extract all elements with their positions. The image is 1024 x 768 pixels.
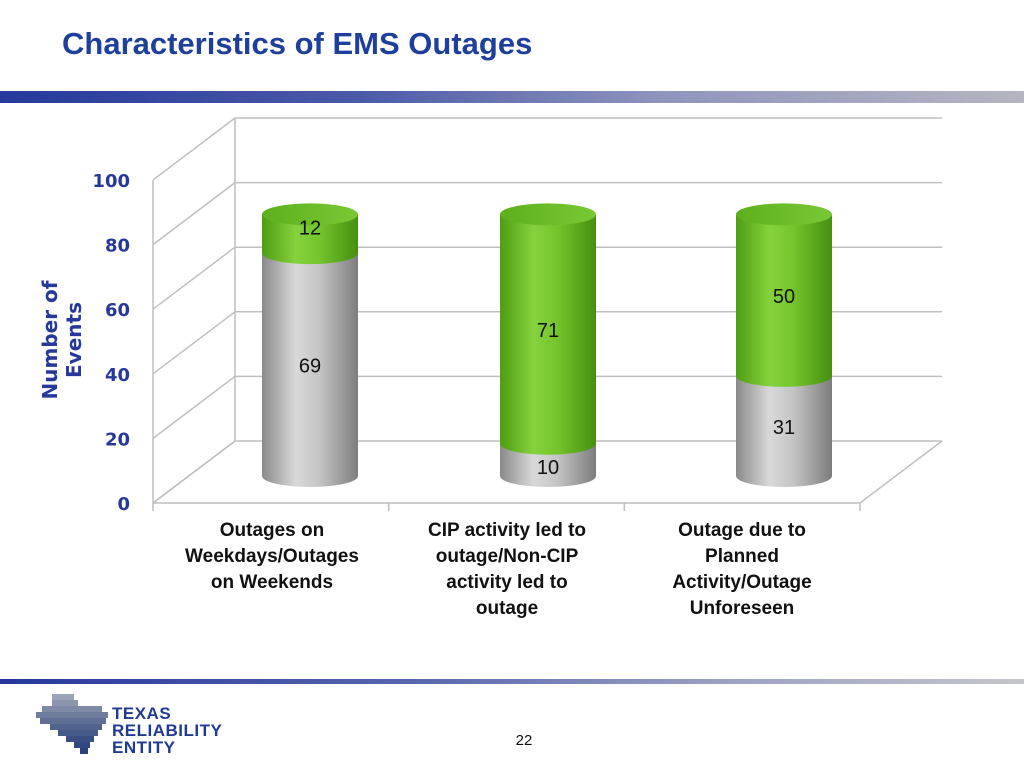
bar-top-cap-2 (500, 203, 596, 226)
data-label-2-1: 10 (537, 457, 559, 479)
bar-top-cap-1 (262, 203, 358, 226)
bar-segment-3-1 (736, 375, 832, 487)
gridline-diagonal-2 (152, 311, 236, 375)
gridline-diagonal-5 (152, 117, 236, 181)
gridline-diagonal-1 (152, 375, 236, 439)
y-tick-label-4: 80 (105, 236, 130, 257)
data-label-3-2: 50 (773, 286, 795, 308)
bar-segment-2-2 (500, 214, 596, 455)
bar-top-cap-3 (736, 203, 832, 226)
y-tick-label-3: 60 (105, 300, 130, 321)
gridline-diagonal-4 (152, 182, 236, 246)
x-category-label-1: Outages on Weekdays/Outages on Weekends (185, 520, 359, 593)
bar-segment-3-2 (736, 214, 832, 387)
title-divider (0, 91, 1024, 103)
bar-segment-2-1 (500, 443, 596, 487)
y-axis-title: Number of Events (38, 280, 86, 400)
cylinder-1 (262, 203, 358, 487)
data-label-2-2: 71 (537, 320, 559, 342)
slide-title: Characteristics of EMS Outages (62, 26, 533, 61)
bar-segment-1-2 (262, 214, 358, 265)
cylinder-2 (500, 203, 596, 487)
cylinder-3 (736, 203, 832, 487)
x-category-label-2: CIP activity led to outage/Non-CIP activ… (427, 520, 587, 619)
bar-segment-1-1 (262, 253, 358, 487)
data-label-1-2: 12 (299, 217, 321, 239)
y-tick-label-1: 20 (105, 429, 130, 450)
y-tick-label-2: 40 (105, 365, 130, 386)
logo-text: TEXAS RELIABILITY ENTITY (112, 704, 223, 757)
data-label-1-1: 69 (299, 356, 321, 378)
texas-map-icon (36, 694, 108, 754)
y-tick-label-5: 100 (92, 171, 130, 192)
gridline-diagonal-3 (152, 246, 236, 310)
y-tick-label-0: 0 (117, 494, 130, 515)
texas-reliability-entity-logo (36, 694, 108, 754)
x-category-label-3: Outage due to Planned Activity/Outage Un… (672, 520, 812, 619)
data-label-3-1: 31 (773, 417, 795, 439)
page-number: 22 (515, 732, 533, 749)
footer-divider (0, 679, 1024, 684)
stacked-cylinder-chart: 0 20 40 60 80 100 69 12 10 71 31 50 (92, 117, 943, 515)
